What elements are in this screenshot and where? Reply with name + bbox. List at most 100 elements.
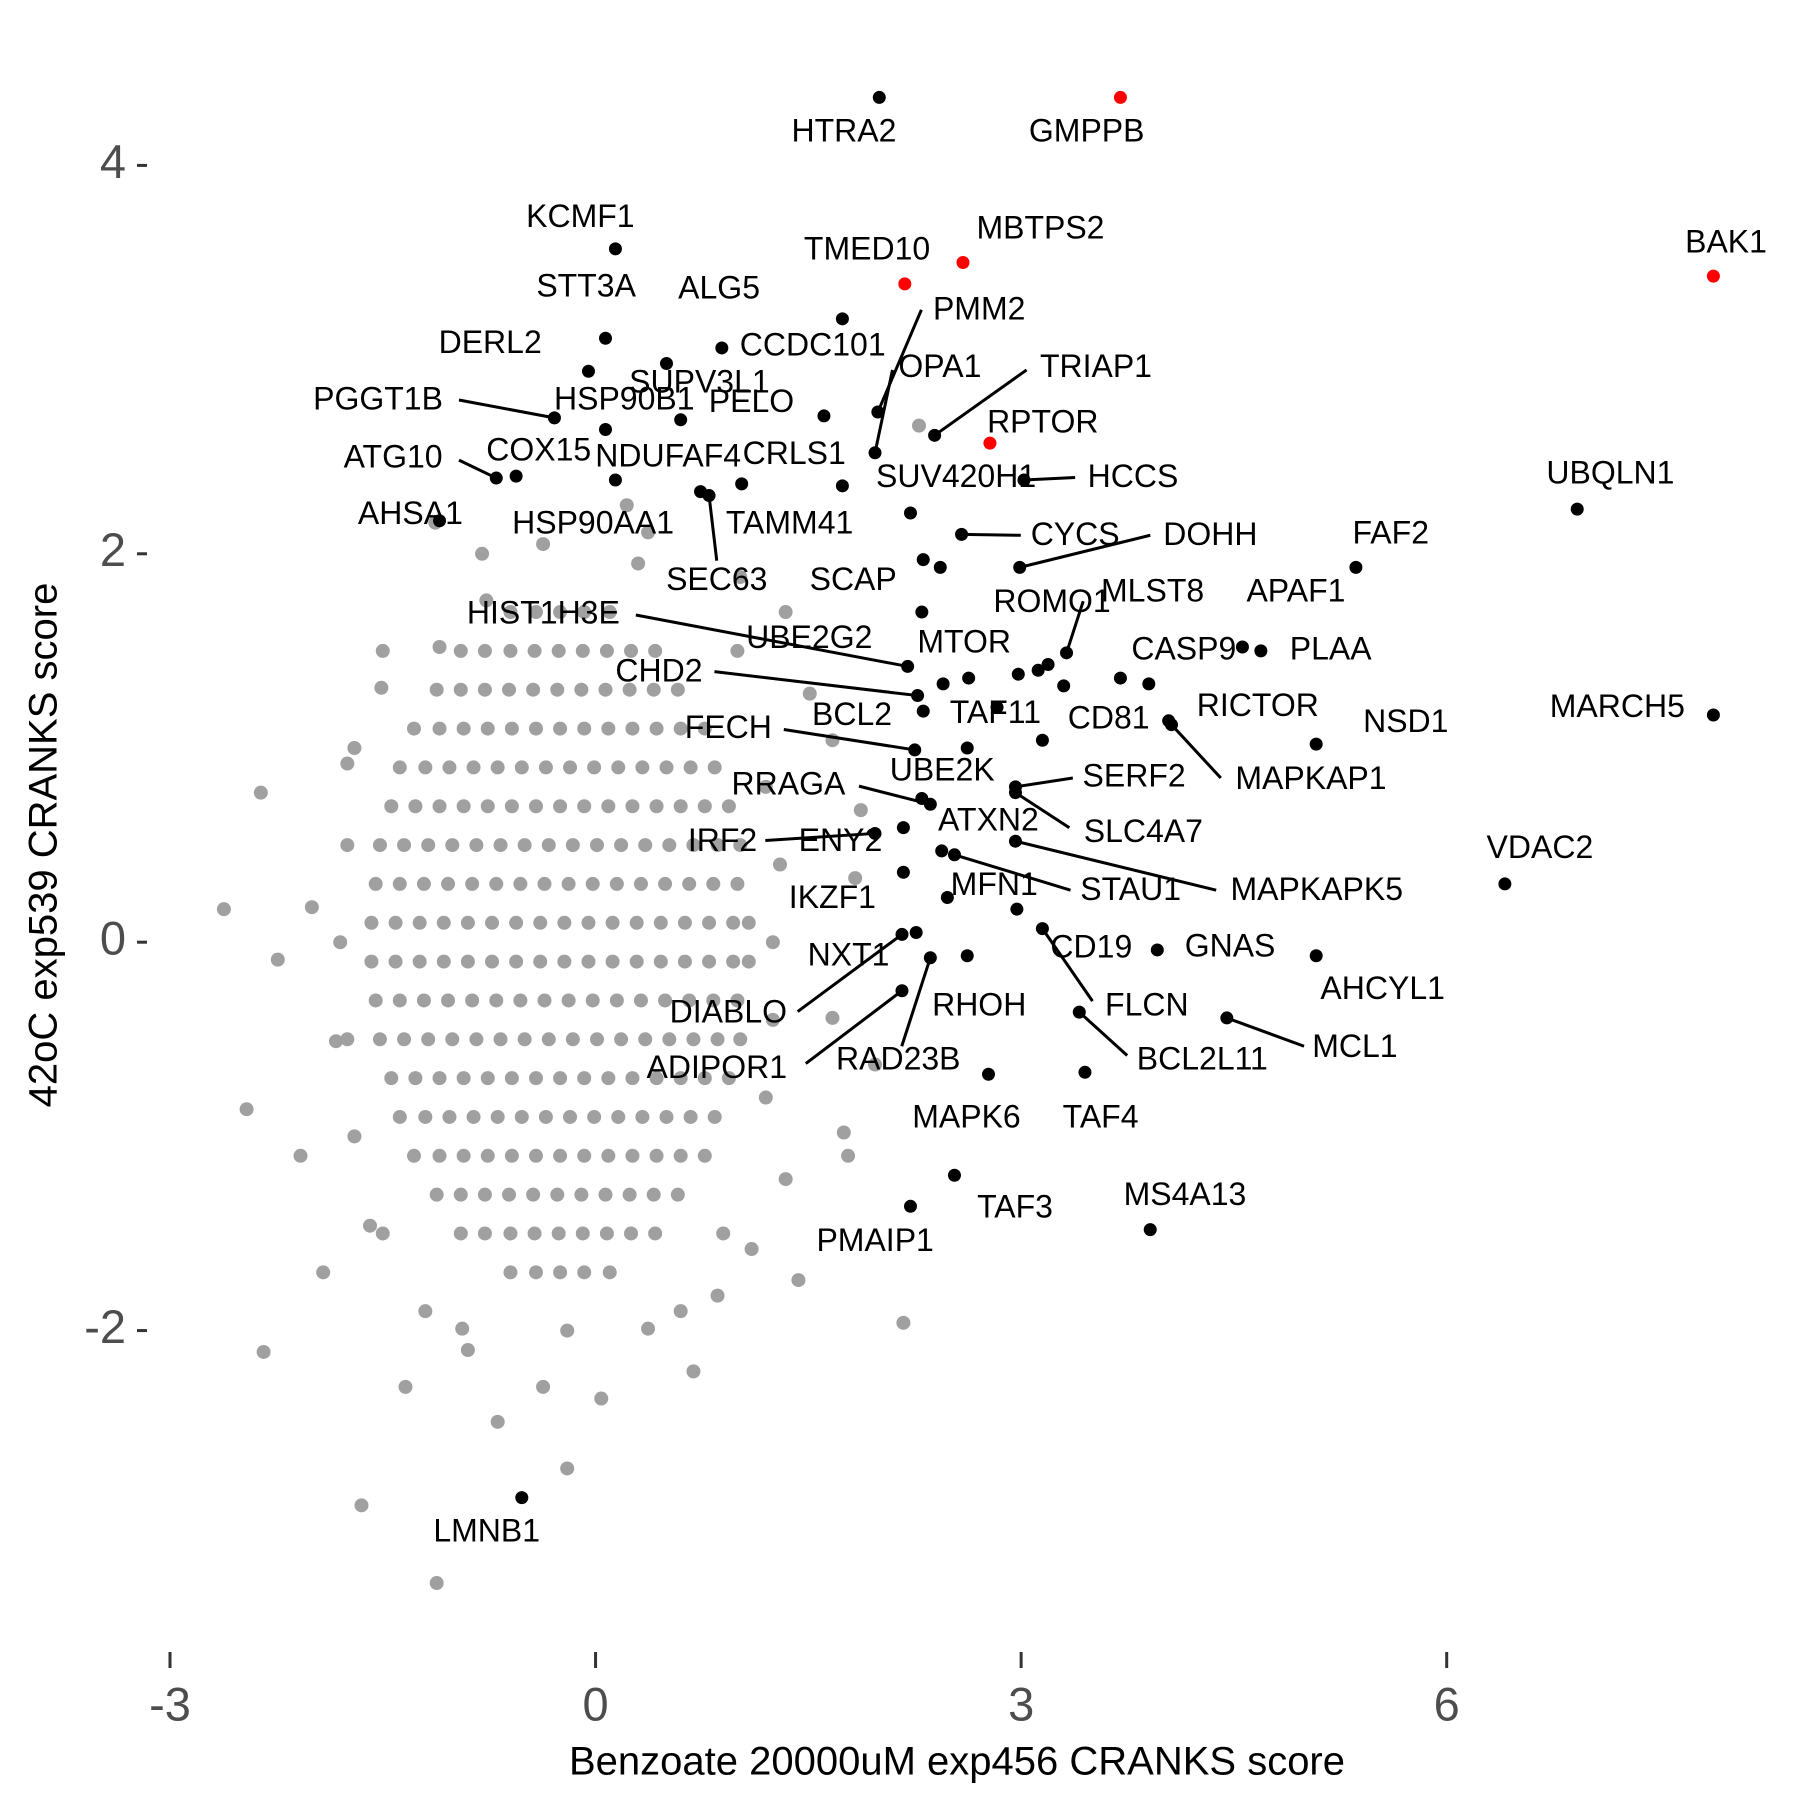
gray-point [460, 954, 475, 969]
gray-point [638, 1032, 653, 1047]
gray-point [649, 721, 664, 736]
gray-point [625, 721, 640, 736]
gene-point [547, 411, 561, 425]
gray-point [609, 876, 624, 891]
gene-label: BAK1 [1685, 223, 1767, 259]
gray-point [453, 1226, 468, 1241]
gray-point [541, 1032, 556, 1047]
gray-point [605, 915, 620, 930]
gene-point [509, 469, 523, 483]
gray-point [477, 643, 492, 658]
gene-point [1498, 877, 1512, 891]
gene-point [835, 479, 849, 493]
gray-point [614, 1032, 629, 1047]
gene-label: HIST1H3E [467, 594, 620, 630]
gene-point [895, 984, 909, 998]
gene-point [871, 405, 885, 419]
gray-point [587, 1109, 602, 1124]
gray-points [216, 418, 926, 1591]
gray-point [418, 760, 433, 775]
gray-point [533, 915, 548, 930]
x-tick-label: 6 [1434, 1677, 1460, 1730]
gray-point [802, 686, 817, 701]
gray-point [493, 1032, 508, 1047]
gray-point [397, 838, 412, 853]
gray-point [340, 1032, 355, 1047]
gray-point [658, 993, 673, 1008]
gray-point [368, 993, 383, 1008]
leader-line [900, 957, 932, 1047]
leader-line [1041, 927, 1094, 1003]
gray-point [526, 1187, 541, 1202]
gray-point [581, 954, 596, 969]
gray-point [682, 876, 697, 891]
gray-point [384, 799, 399, 814]
gene-point [911, 689, 925, 703]
gene-point [598, 423, 612, 437]
gene-point [598, 331, 612, 345]
y-tick-label: -2 [84, 1300, 126, 1353]
gene-point [715, 341, 729, 355]
leader-line [933, 368, 1028, 437]
leader-line [458, 458, 497, 480]
gray-point [445, 838, 460, 853]
gray-point [304, 900, 319, 915]
gray-point [622, 682, 637, 697]
gene-label: NSD1 [1363, 703, 1448, 739]
gray-point [441, 876, 456, 891]
gene-point [735, 477, 749, 491]
gray-point [602, 605, 617, 620]
gray-point [372, 1032, 387, 1047]
gray-point [416, 993, 431, 1008]
gray-point [392, 760, 407, 775]
gray-point [625, 1148, 640, 1163]
gray-point [489, 993, 504, 1008]
gene-point [868, 446, 882, 460]
gene-point [1165, 718, 1179, 732]
gray-point [673, 1304, 688, 1319]
gene-label: MAPKAPK5 [1231, 871, 1404, 907]
gray-point [825, 1010, 840, 1025]
gene-point [898, 277, 912, 291]
gene-point [947, 848, 961, 862]
gene-label: ATG10 [344, 438, 443, 474]
gray-point [270, 952, 285, 967]
gray-point [527, 1226, 542, 1241]
gray-point [465, 993, 480, 1008]
gray-point [550, 1187, 565, 1202]
leader-line [804, 989, 903, 1065]
gray-point [456, 1148, 471, 1163]
gene-label: TMED10 [804, 230, 930, 266]
gray-point [418, 1304, 433, 1319]
gray-point [538, 1109, 553, 1124]
gray-point [429, 682, 444, 697]
gray-point [911, 418, 926, 433]
gene-label: MBTPS2 [976, 210, 1104, 246]
gray-point [697, 1148, 712, 1163]
gene-label: TAF11 [950, 694, 1041, 730]
gray-point [577, 721, 592, 736]
gray-point [537, 876, 552, 891]
gray-point [659, 760, 674, 775]
gray-point [733, 1032, 748, 1047]
gray-point [587, 760, 602, 775]
gray-point [553, 721, 568, 736]
gene-point [1113, 90, 1127, 104]
gene-label: RICTOR [1197, 687, 1319, 723]
gray-point [581, 915, 596, 930]
gene-label: CHD2 [615, 652, 702, 688]
gray-point [602, 1265, 617, 1280]
gray-point [686, 1364, 701, 1379]
gene-point [903, 1199, 917, 1213]
gray-point [239, 1102, 254, 1117]
gene-label: AHCYL1 [1320, 970, 1445, 1006]
gray-point [364, 915, 379, 930]
gene-point [1060, 646, 1074, 660]
gray-point [466, 760, 481, 775]
gene-label: OPA1 [898, 348, 981, 384]
gene-label: RRAGA [732, 766, 846, 802]
gray-point [682, 993, 697, 1008]
gray-point [778, 1172, 793, 1187]
gray-point [333, 935, 348, 950]
gene-point [1072, 1005, 1086, 1019]
